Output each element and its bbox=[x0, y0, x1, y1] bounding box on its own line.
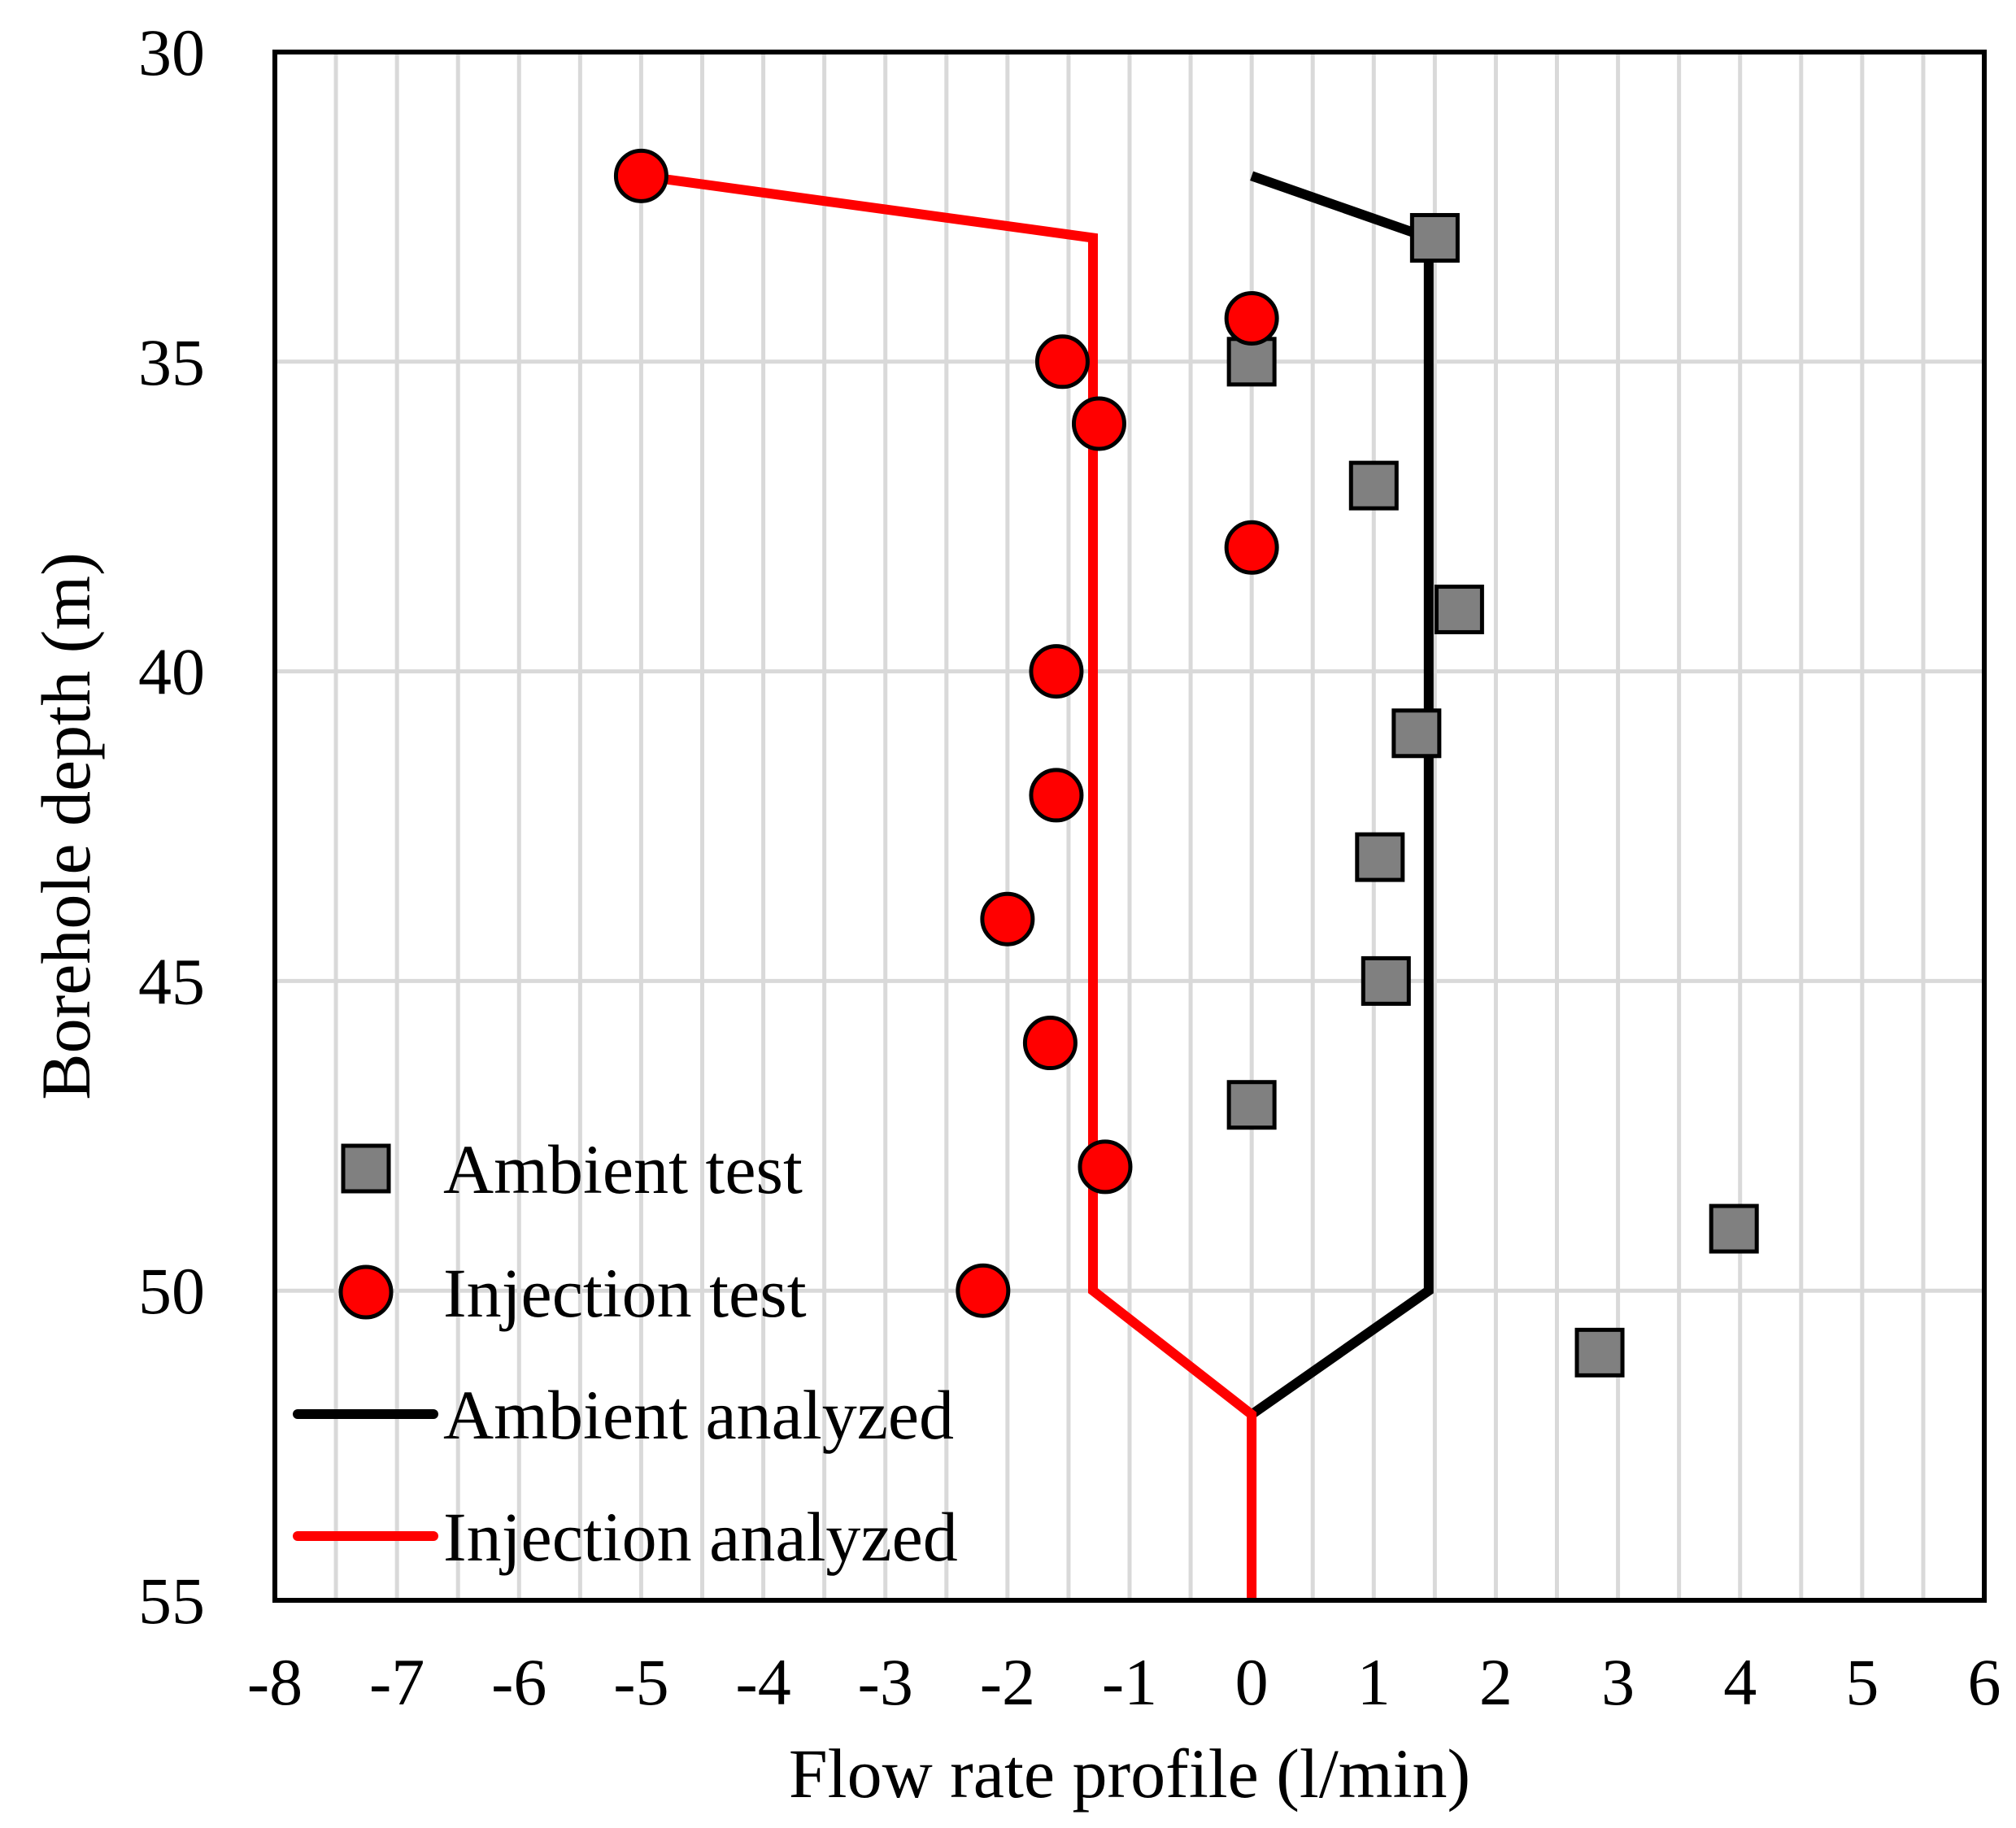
x-tick-label: -2 bbox=[980, 1645, 1035, 1719]
ambient-test-marker bbox=[1355, 832, 1405, 882]
x-tick-label: 4 bbox=[1723, 1645, 1757, 1719]
injection-test-marker bbox=[1034, 334, 1090, 390]
y-tick-label: 40 bbox=[138, 635, 205, 709]
injection-test-marker bbox=[1224, 520, 1279, 575]
ambient-test-marker bbox=[1348, 460, 1399, 511]
series-line-injection-analyzed bbox=[640, 171, 1257, 1600]
x-tick-label: 1 bbox=[1357, 1645, 1391, 1719]
legend-label-ambient-test: Ambient test bbox=[443, 1130, 803, 1208]
y-tick-label: 30 bbox=[138, 15, 205, 89]
x-tick-label: -3 bbox=[858, 1645, 913, 1719]
ambient-test-marker bbox=[1434, 584, 1484, 634]
x-tick-label: -6 bbox=[491, 1645, 546, 1719]
injection-test-marker bbox=[613, 148, 668, 203]
legend-label-ambient-analyzed: Ambient analyzed bbox=[443, 1376, 954, 1454]
injection-test-marker bbox=[1224, 290, 1279, 346]
ambient-test-marker bbox=[1391, 708, 1442, 759]
x-tick-label: -1 bbox=[1102, 1645, 1157, 1719]
injection-test-marker bbox=[980, 891, 1035, 947]
x-tick-label: 5 bbox=[1845, 1645, 1879, 1719]
legend-swatch-ambient-test bbox=[341, 1143, 391, 1194]
ambient-test-marker bbox=[1226, 337, 1277, 387]
series-line-ambient-analyzed bbox=[1248, 171, 1434, 1419]
x-tick-label: 0 bbox=[1235, 1645, 1269, 1719]
injection-test-marker bbox=[1071, 396, 1126, 451]
x-tick-label: -4 bbox=[735, 1645, 790, 1719]
x-tick-label: -8 bbox=[247, 1645, 303, 1719]
x-tick-label: 2 bbox=[1479, 1645, 1513, 1719]
legend-swatch-injection-test bbox=[338, 1264, 394, 1320]
ambient-test-marker bbox=[1226, 1080, 1277, 1130]
y-tick-label: 35 bbox=[138, 325, 205, 399]
ambient-test-marker bbox=[1361, 955, 1411, 1006]
y-axis-title: Borehole depth (m) bbox=[27, 552, 105, 1099]
plot-series bbox=[613, 148, 1759, 1600]
ambient-test-marker bbox=[1709, 1203, 1759, 1254]
legend-label-injection-analyzed: Injection analyzed bbox=[443, 1498, 958, 1576]
legend: Ambient test Injection test Ambient analyz… bbox=[293, 1130, 958, 1576]
x-axis-title: Flow rate profile (l/min) bbox=[789, 1734, 1470, 1813]
ambient-test-marker bbox=[1409, 212, 1460, 263]
x-tick-label: 6 bbox=[1968, 1645, 2001, 1719]
grid bbox=[275, 52, 1984, 1600]
x-tick-label: -7 bbox=[369, 1645, 425, 1719]
plot-frame bbox=[272, 50, 1987, 1603]
injection-test-marker bbox=[1022, 1016, 1078, 1071]
injection-test-marker bbox=[956, 1263, 1011, 1318]
legend-label-injection-test: Injection test bbox=[443, 1254, 807, 1332]
x-tick-label: 3 bbox=[1601, 1645, 1635, 1719]
injection-test-marker bbox=[1029, 768, 1084, 823]
ambient-test-marker bbox=[1574, 1327, 1625, 1378]
y-tick-label: 50 bbox=[138, 1254, 205, 1328]
x-tick-label: -5 bbox=[613, 1645, 668, 1719]
injection-test-marker bbox=[1029, 644, 1084, 699]
y-tick-label: 55 bbox=[138, 1564, 205, 1638]
y-tick-label: 45 bbox=[138, 944, 205, 1018]
injection-test-marker bbox=[1078, 1139, 1133, 1195]
